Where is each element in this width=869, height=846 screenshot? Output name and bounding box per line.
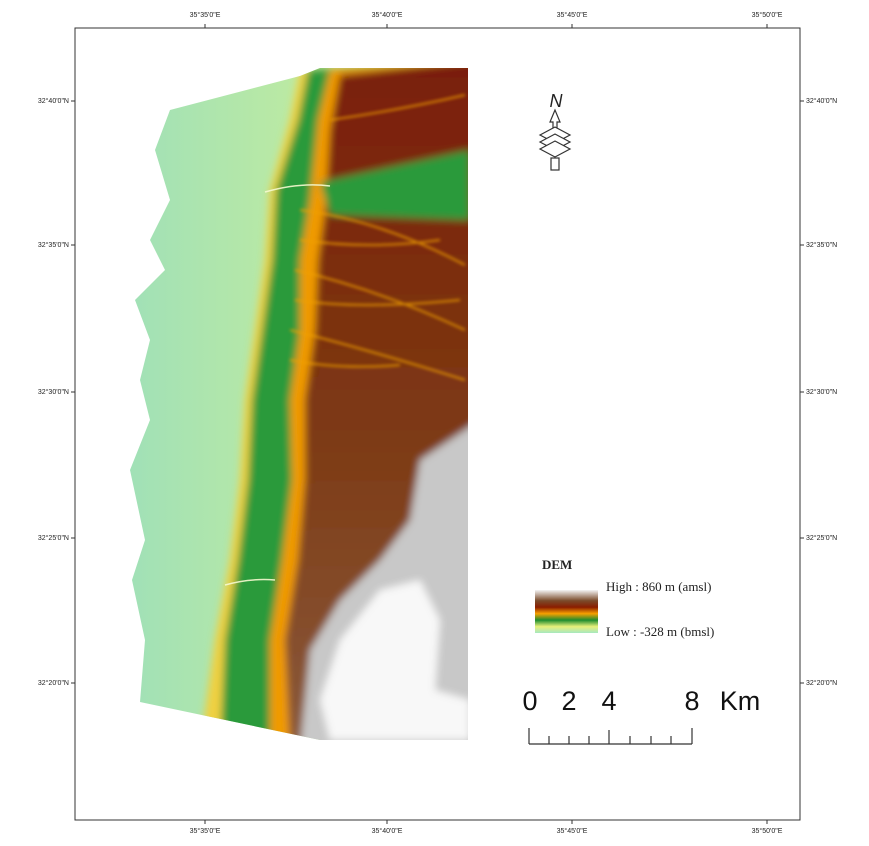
right-coord-label: 32°25'0"N xyxy=(806,534,837,542)
top-coord-label: 35°40'0"E xyxy=(372,11,403,19)
legend-title: DEM xyxy=(542,557,572,572)
right-coord-label: 32°40'0"N xyxy=(806,97,837,105)
legend-high: High : 860 m (amsl) xyxy=(606,579,711,594)
north-label: N xyxy=(550,91,564,111)
bottom-coord-label: 35°50'0"E xyxy=(752,827,783,835)
scale-label: 0 xyxy=(522,686,537,716)
top-coord-label: 35°45'0"E xyxy=(557,11,588,19)
bottom-coord-label: 35°35'0"E xyxy=(190,827,221,835)
left-coord-label: 32°25'0"N xyxy=(38,534,69,542)
scale-label: 4 xyxy=(601,686,616,716)
scale-unit: Km xyxy=(720,686,761,716)
graticule-ticks xyxy=(71,24,804,824)
legend-low: Low : -328 m (bmsl) xyxy=(606,624,714,639)
top-coord-label: 35°35'0"E xyxy=(190,11,221,19)
left-coord-label: 32°20'0"N xyxy=(38,679,69,687)
right-coord-label: 32°20'0"N xyxy=(806,679,837,687)
left-coord-label: 32°30'0"N xyxy=(38,388,69,396)
top-coord-label: 35°50'0"E xyxy=(752,11,783,19)
scale-label: 2 xyxy=(561,686,576,716)
bottom-coord-label: 35°40'0"E xyxy=(372,827,403,835)
left-coord-label: 32°40'0"N xyxy=(38,97,69,105)
dem-raster xyxy=(130,68,468,740)
bottom-coord-label: 35°45'0"E xyxy=(557,827,588,835)
north-arrow xyxy=(538,108,572,171)
scale-bar xyxy=(528,728,693,745)
right-coord-label: 32°35'0"N xyxy=(806,241,837,249)
right-coord-label: 32°30'0"N xyxy=(806,388,837,396)
legend-ramp xyxy=(535,590,598,633)
coordinate-labels: 35°35'0"E 35°40'0"E 35°45'0"E 35°50'0"E 35°3… xyxy=(38,11,837,835)
scale-label: 8 xyxy=(684,686,699,716)
left-coord-label: 32°35'0"N xyxy=(38,241,69,249)
